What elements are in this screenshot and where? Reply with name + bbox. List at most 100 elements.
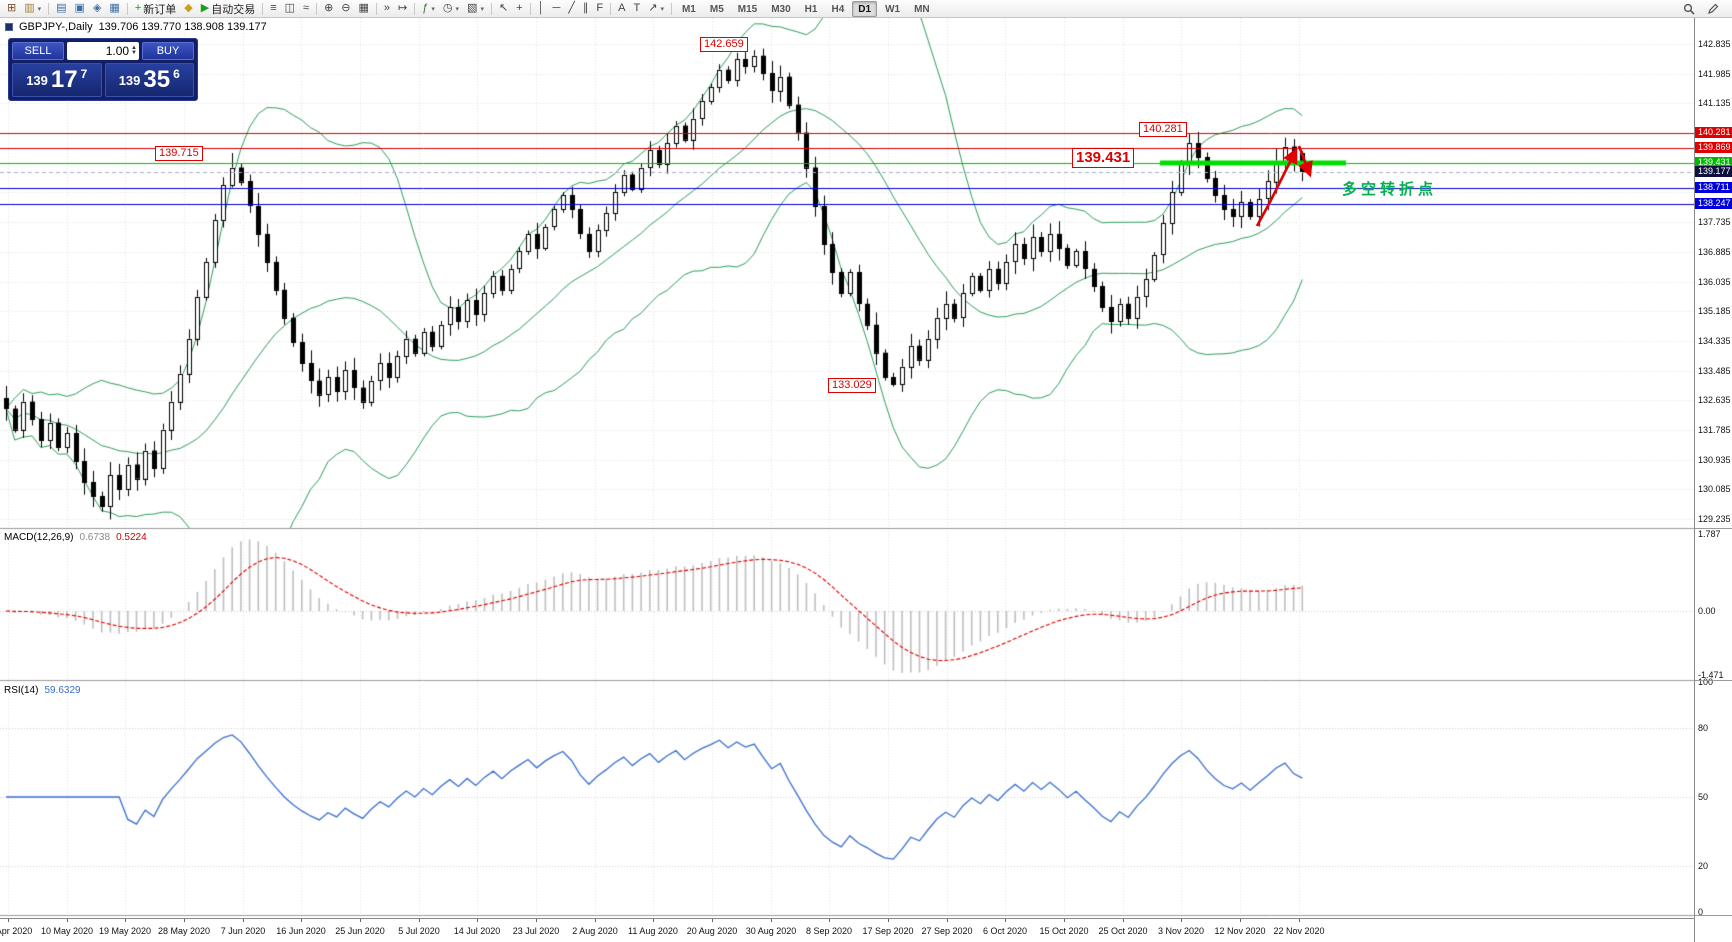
- price-annotation[interactable]: 142.659: [700, 37, 748, 52]
- toolbar-separator: [375, 2, 377, 15]
- profiles-button[interactable]: ▥ ▾: [24, 2, 42, 14]
- price-annotation[interactable]: 139.715: [155, 146, 203, 161]
- price-axis[interactable]: 142.835 141.985 141.135 137.735 136.885 136.0…: [1694, 18, 1732, 942]
- toolbar-separator: [316, 2, 318, 15]
- timeframe-m15[interactable]: M15: [737, 3, 758, 15]
- axis-rsi-tick: 0: [1698, 907, 1704, 917]
- axis-date-tick: [712, 919, 713, 922]
- price-annotation[interactable]: 140.281: [1139, 122, 1187, 137]
- pane-separator[interactable]: [1695, 915, 1732, 916]
- new-chart-button[interactable]: ⊞: [7, 2, 17, 14]
- axis-date-tick: [1181, 919, 1182, 922]
- rsi-value: 59.6329: [44, 685, 81, 696]
- buy-price[interactable]: 139 35 6: [104, 63, 194, 97]
- timeframe-w1[interactable]: W1: [885, 3, 901, 15]
- chart-area: GBPJPY-,Daily 139.706 139.770 138.908 13…: [0, 18, 1694, 942]
- axis-date-tick: [653, 919, 654, 922]
- volume-field[interactable]: 1.00 ▲ ▼: [67, 42, 139, 60]
- timeframe-h4[interactable]: H4: [831, 3, 845, 15]
- search-icon[interactable]: [1679, 1, 1699, 17]
- axis-macd-tick: -1.471: [1698, 669, 1724, 680]
- arrows-button[interactable]: ↗ ▾: [648, 2, 664, 14]
- metaeditor-button[interactable]: ◆: [184, 2, 193, 14]
- periods-button[interactable]: ◷ ▾: [442, 2, 460, 14]
- toolbar-separator: [670, 2, 672, 15]
- axis-date-tick: [1240, 919, 1241, 922]
- axis-date-tick: [771, 919, 772, 922]
- vertical-line-button[interactable]: │: [537, 2, 545, 14]
- data-window-button[interactable]: ▣: [74, 2, 85, 14]
- timeframe-d1[interactable]: D1: [852, 0, 878, 17]
- cursor-button[interactable]: ↖: [498, 2, 509, 14]
- sell-button[interactable]: SELL: [12, 42, 64, 60]
- tile-windows-button[interactable]: ▦: [358, 2, 369, 14]
- zoom-out-button[interactable]: ⊖: [341, 2, 351, 14]
- axis-date-label: 12 Nov 2020: [1214, 926, 1266, 936]
- toolbar-separator: [262, 2, 264, 15]
- axis-date-label: 10 May 2020: [40, 926, 94, 936]
- timeframe-h1[interactable]: H1: [804, 3, 818, 15]
- axis-price-tick: 142.835: [1698, 39, 1731, 49]
- macd-value-main: 0.6738: [79, 532, 111, 543]
- bar-chart-button[interactable]: ≡: [270, 2, 277, 14]
- chart-shift-button[interactable]: ↦: [398, 2, 408, 14]
- text-button[interactable]: A: [618, 2, 626, 14]
- axis-rsi-tick: 80: [1698, 723, 1709, 733]
- toolbar-right: [1679, 1, 1729, 17]
- terminal-button[interactable]: ▦: [109, 2, 120, 14]
- candlestick-button[interactable]: ◫: [284, 2, 296, 14]
- navigator-button[interactable]: ◈: [92, 2, 102, 14]
- axis-price-tag: 139.431: [1695, 156, 1732, 168]
- timeframe-m30[interactable]: M30: [771, 3, 791, 15]
- axis-date-label: 11 Aug 2020: [628, 926, 678, 936]
- chart-canvas[interactable]: [0, 18, 1694, 918]
- channel-button[interactable]: ∥: [582, 2, 589, 14]
- label-button[interactable]: T: [633, 2, 641, 14]
- note-text[interactable]: 多空转折点: [1342, 181, 1438, 198]
- axis-date-label: 17 Sep 2020: [862, 926, 914, 936]
- date-axis[interactable]: 30 Apr 2020 10 May 2020 19 May 2020 28 May …: [0, 918, 1694, 942]
- horizontal-line-button[interactable]: ─: [552, 2, 561, 14]
- pencil-icon[interactable]: [1703, 1, 1723, 17]
- line-chart-button[interactable]: ≈: [303, 2, 310, 14]
- toolbar-separator: [529, 2, 531, 15]
- fibonacci-button[interactable]: F: [596, 2, 604, 14]
- timeframe-m5[interactable]: M5: [709, 3, 724, 15]
- auto-scroll-button[interactable]: »: [383, 2, 391, 14]
- price-annotation[interactable]: 133.029: [828, 378, 876, 393]
- autotrading-button[interactable]: ▶ 自动交易: [200, 2, 256, 16]
- rsi-name: RSI(14): [4, 685, 39, 696]
- crosshair-button[interactable]: +: [516, 2, 523, 14]
- axis-macd-tick: 0.00: [1698, 606, 1716, 616]
- price-annotation[interactable]: 139.431: [1072, 148, 1135, 168]
- market-watch-button[interactable]: ▤: [56, 2, 67, 14]
- buy-button[interactable]: BUY: [142, 42, 194, 60]
- axis-price-tick: 129.235: [1698, 514, 1731, 525]
- volume-value[interactable]: 1.00: [105, 44, 130, 58]
- zoom-in-button[interactable]: ⊕: [324, 2, 334, 14]
- axis-date-label: 30 Aug 2020: [745, 926, 797, 936]
- axis-date-label: 7 Jun 2020: [220, 926, 266, 936]
- macd-label: MACD(12,26,9) 0.6738 0.5224: [4, 532, 147, 543]
- timeframe-mn[interactable]: MN: [914, 3, 930, 15]
- trendline-button[interactable]: ╱: [568, 2, 575, 14]
- pane-separator[interactable]: [1695, 528, 1732, 529]
- timeframe-m1[interactable]: M1: [681, 3, 696, 15]
- axis-price-tick: 130.935: [1698, 454, 1731, 465]
- axis-date-tick: [1064, 919, 1065, 922]
- pane-separator[interactable]: [1695, 680, 1732, 681]
- axis-date-tick: [125, 919, 126, 922]
- axis-date-label: 16 Jun 2020: [276, 926, 326, 936]
- sell-price[interactable]: 139 17 7: [12, 63, 102, 97]
- axis-price-tick: 136.885: [1698, 246, 1731, 257]
- axis-date-tick: [595, 919, 596, 922]
- symbol-ohlc: 139.706 139.770 138.908 139.177: [98, 21, 267, 33]
- volume-spinner[interactable]: ▲ ▼: [131, 45, 137, 56]
- new-order-button[interactable]: + 新订单: [134, 2, 177, 16]
- templates-button[interactable]: ▧ ▾: [467, 2, 484, 14]
- axis-date-tick: [184, 919, 185, 922]
- indicators-button[interactable]: ƒ ▾: [422, 2, 435, 14]
- axis-price-tick: 131.785: [1698, 425, 1731, 436]
- buy-price-sup: 6: [173, 67, 180, 81]
- sell-price-main: 139: [26, 72, 48, 88]
